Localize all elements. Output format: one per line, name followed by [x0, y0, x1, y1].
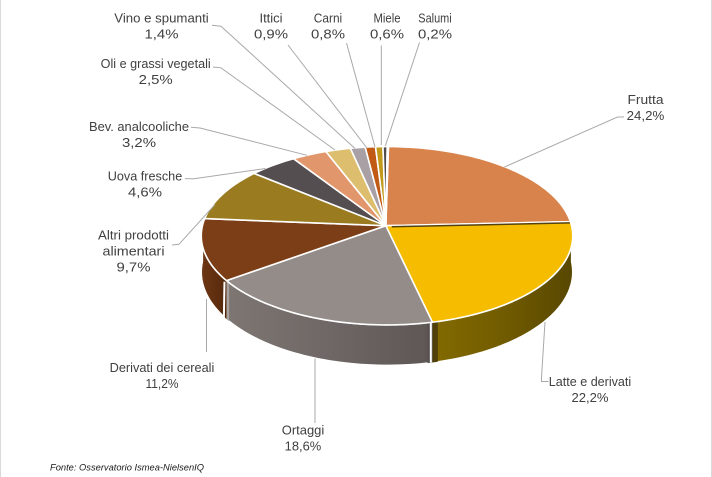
svg-text:Derivati dei cereali: Derivati dei cereali: [110, 361, 215, 375]
svg-text:4,6%: 4,6%: [128, 186, 162, 200]
svg-text:0,9%: 0,9%: [254, 28, 288, 42]
svg-text:24,2%: 24,2%: [627, 109, 665, 123]
svg-text:Ortaggi: Ortaggi: [282, 424, 325, 438]
svg-text:3,2%: 3,2%: [122, 136, 156, 150]
svg-text:Altri prodotti: Altri prodotti: [98, 228, 169, 242]
svg-text:Fonte: Osservatorio Ismea-Niel: Fonte: Osservatorio Ismea-NielsenIQ: [50, 463, 205, 474]
svg-text:Frutta: Frutta: [628, 93, 664, 107]
svg-text:Latte e derivati: Latte e derivati: [549, 375, 631, 389]
svg-text:Miele: Miele: [373, 12, 400, 26]
svg-text:Oli e grassi vegetali: Oli e grassi vegetali: [101, 57, 211, 71]
svg-text:22,2%: 22,2%: [572, 391, 609, 405]
svg-text:0,6%: 0,6%: [370, 28, 404, 42]
svg-text:alimentari: alimentari: [103, 244, 165, 258]
svg-text:0,8%: 0,8%: [311, 28, 345, 42]
svg-text:2,5%: 2,5%: [139, 73, 173, 87]
svg-text:Ittici: Ittici: [260, 12, 283, 26]
svg-text:Bev. analcooliche: Bev. analcooliche: [89, 120, 189, 134]
svg-text:9,7%: 9,7%: [117, 260, 151, 274]
svg-text:Carni: Carni: [314, 12, 342, 26]
svg-text:11,2%: 11,2%: [146, 377, 179, 391]
svg-text:Vino e spumanti: Vino e spumanti: [114, 11, 209, 25]
svg-text:Uova fresche: Uova fresche: [108, 170, 183, 184]
svg-text:0,2%: 0,2%: [418, 28, 452, 42]
svg-text:Salumi: Salumi: [418, 12, 451, 26]
svg-text:1,4%: 1,4%: [145, 27, 179, 41]
svg-text:18,6%: 18,6%: [285, 440, 322, 454]
